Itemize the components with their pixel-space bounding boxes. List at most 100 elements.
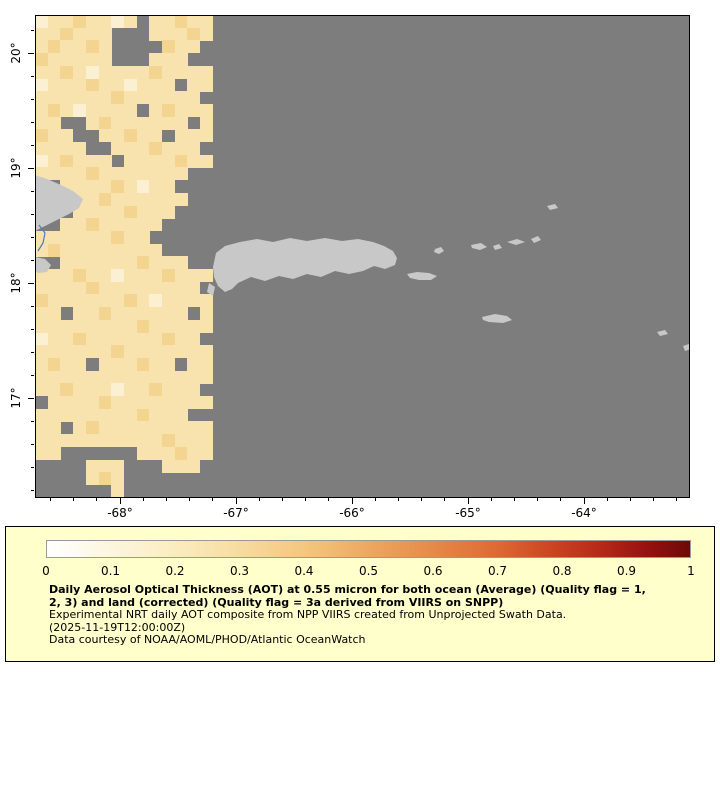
aot-cell xyxy=(111,319,125,333)
aot-cell xyxy=(200,116,214,130)
aot-cell xyxy=(73,345,87,359)
aot-cell xyxy=(98,116,112,130)
aot-cell xyxy=(149,142,163,156)
aot-cell xyxy=(47,78,61,92)
aot-cell xyxy=(123,408,137,422)
aot-cell xyxy=(136,370,150,384)
aot-cell xyxy=(47,65,61,79)
aot-cell xyxy=(35,319,49,333)
y-axis-label: 20° xyxy=(9,42,23,64)
aot-cell xyxy=(60,332,74,346)
aot-cell xyxy=(98,53,112,67)
aot-cell xyxy=(136,256,150,270)
aot-cell xyxy=(187,281,201,295)
aot-cell xyxy=(187,40,201,54)
aot-cell xyxy=(200,307,214,321)
aot-cell xyxy=(174,269,188,283)
aot-cell xyxy=(162,459,176,473)
aot-cell xyxy=(200,78,214,92)
aot-cell xyxy=(98,357,112,371)
y-major-tick xyxy=(28,167,34,169)
aot-cell xyxy=(174,167,188,181)
aot-cell xyxy=(136,192,150,206)
aot-cell xyxy=(162,396,176,410)
colorbar-tick-label: 0.1 xyxy=(100,564,121,578)
aot-cell xyxy=(111,472,125,486)
aot-cell xyxy=(187,459,201,473)
aot-cell xyxy=(47,332,61,346)
aot-cell xyxy=(162,345,176,359)
aot-cell xyxy=(123,434,137,448)
aot-cell xyxy=(174,15,188,29)
aot-cell xyxy=(60,218,74,232)
aot-cell xyxy=(123,142,137,156)
aot-cell xyxy=(85,91,99,105)
aot-cell xyxy=(149,78,163,92)
st-martin-island xyxy=(683,344,690,351)
aot-cell xyxy=(123,421,137,435)
aot-cell xyxy=(162,180,176,194)
aot-cell xyxy=(174,65,188,79)
x-major-tick xyxy=(467,498,469,504)
aot-cell xyxy=(111,103,125,117)
aot-cell xyxy=(47,408,61,422)
aot-cell xyxy=(123,167,137,181)
anegada-island xyxy=(547,204,558,210)
legend-title-line-2: 2, 3) and land (corrected) (Quality flag… xyxy=(49,595,504,609)
aot-cell xyxy=(35,408,49,422)
aot-cell xyxy=(111,269,125,283)
x-axis-label: -64° xyxy=(571,506,597,520)
aot-cell xyxy=(60,370,74,384)
aot-cell xyxy=(111,230,125,244)
aot-cell xyxy=(123,218,137,232)
aot-cell xyxy=(98,65,112,79)
aot-cell xyxy=(162,192,176,206)
aot-cell xyxy=(47,27,61,41)
aot-cell xyxy=(35,370,49,384)
aot-cell xyxy=(85,40,99,54)
aot-cell xyxy=(174,396,188,410)
y-minor-tick xyxy=(31,75,34,77)
aot-cell xyxy=(73,103,87,117)
aot-cell xyxy=(200,357,214,371)
aot-cell xyxy=(35,332,49,346)
aot-cell xyxy=(149,218,163,232)
aot-cell xyxy=(35,383,49,397)
aot-cell xyxy=(149,446,163,460)
y-minor-tick xyxy=(31,489,34,491)
aot-cell xyxy=(73,357,87,371)
aot-cell xyxy=(136,383,150,397)
y-axis-label: 18° xyxy=(9,272,23,294)
aot-cell xyxy=(47,281,61,295)
colorbar-tick-label: 0.2 xyxy=(165,564,185,578)
st-john-island xyxy=(493,244,502,250)
aot-cell xyxy=(174,256,188,270)
aot-cell xyxy=(149,243,163,257)
aot-cell xyxy=(60,167,74,181)
colorbar-tick-label: 0 xyxy=(42,564,50,578)
y-axis-label: 19° xyxy=(9,157,23,179)
aot-cell xyxy=(98,408,112,422)
aot-cell xyxy=(200,65,214,79)
aot-cell xyxy=(111,129,125,143)
aot-cell xyxy=(149,180,163,194)
aot-cell xyxy=(111,116,125,130)
aot-cell xyxy=(111,307,125,321)
aot-cell xyxy=(73,15,87,29)
aot-cell xyxy=(111,345,125,359)
aot-cell xyxy=(60,269,74,283)
aot-cell xyxy=(85,294,99,308)
aot-cell xyxy=(162,27,176,41)
aot-cell xyxy=(162,15,176,29)
aot-cell xyxy=(136,307,150,321)
colorbar-tick-label: 1 xyxy=(687,564,695,578)
aot-cell xyxy=(136,154,150,168)
aot-cell xyxy=(149,205,163,219)
y-minor-tick xyxy=(31,29,34,31)
aot-cell xyxy=(47,15,61,29)
aot-cell xyxy=(60,434,74,448)
aot-cell xyxy=(149,167,163,181)
aot-cell xyxy=(174,40,188,54)
aot-cell xyxy=(35,307,49,321)
aot-cell xyxy=(162,256,176,270)
